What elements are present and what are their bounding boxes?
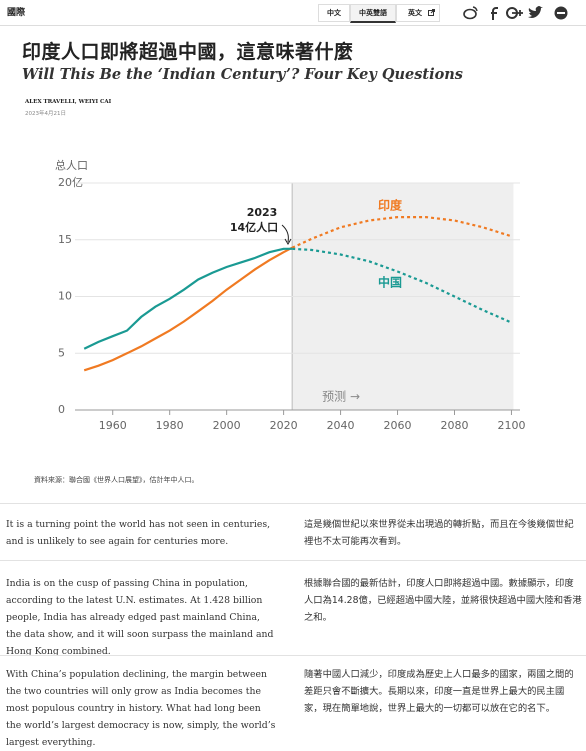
y-tick-label: 5: [58, 346, 65, 359]
annotation: 2023: [247, 206, 278, 219]
googleplus-icon[interactable]: [506, 7, 523, 19]
paragraph-en: India is on the cusp of passing China in…: [6, 578, 274, 657]
forecast-label: 预测 →: [322, 390, 360, 404]
chart-source: 資料來源：聯合國《世界人口展望》，估計年中人口。: [34, 476, 199, 484]
divider: [0, 560, 586, 561]
annotation: 14亿人口: [230, 220, 278, 234]
y-tick-label: 0: [58, 403, 65, 416]
x-tick-label: 2020: [270, 419, 298, 432]
y-axis-label: 总人口: [55, 158, 88, 172]
external-icon: [428, 9, 435, 16]
y-tick-label: 15: [58, 233, 72, 246]
weibo-icon[interactable]: [463, 6, 478, 20]
y-tick-label: 20亿: [58, 176, 83, 189]
annotation-arrowhead: [284, 238, 292, 245]
paragraph-zh: 隨著中國人口減少，印度成為歷史上人口最多的國家，兩國之間的差距只會不斷擴大。長期…: [304, 669, 574, 714]
paragraph-en: It is a turning point the world has not …: [6, 519, 271, 547]
divider: [0, 503, 586, 504]
series-line-forecast: [291, 216, 512, 249]
x-tick-label: 2000: [213, 419, 241, 432]
x-tick-label: 1960: [99, 419, 127, 432]
x-tick-label: 2060: [384, 419, 412, 432]
language-button[interactable]: 中英雙語: [350, 4, 396, 23]
x-tick-label: 1980: [156, 419, 184, 432]
series-line: [83, 247, 293, 350]
paragraph-zh: 根據聯合國的最新估計，印度人口即將超過中國。數據顯示，印度人口為14.28億，已…: [304, 578, 582, 623]
series-line-forecast: [292, 247, 512, 324]
series-line: [83, 246, 293, 372]
paragraph-zh: 這是幾個世紀以來世界從未出現過的轉折點，而且在今後幾個世紀裡也不太可能再次看到。: [304, 519, 574, 547]
series-label: 中国: [378, 275, 402, 290]
x-tick-label: 2080: [440, 419, 468, 432]
y-tick-label: 10: [58, 290, 72, 303]
byline: ALEX TRAVELLI, WEIYI CAI: [25, 99, 112, 105]
section-label[interactable]: 國際: [7, 8, 26, 18]
language-label: 英文: [408, 9, 422, 17]
series-label: 印度: [378, 198, 403, 213]
twitter-icon[interactable]: [528, 6, 543, 18]
annotation-arrow: [281, 224, 289, 243]
paragraph-en: With China’s population declining, the m…: [6, 669, 276, 748]
divider: [0, 655, 586, 656]
language-button[interactable]: 英文: [396, 4, 440, 22]
more-icon[interactable]: [554, 6, 568, 20]
share-icons: [463, 6, 568, 20]
chart: 预测 → 总人口 0 5 10 15 20亿 1960 1980 2000 2020 2040 2060…: [55, 158, 525, 432]
divider: [0, 25, 586, 26]
date: 2023年4月21日: [25, 111, 66, 117]
x-tick-label: 2100: [497, 419, 525, 432]
x-tick-label: 2040: [327, 419, 355, 432]
language-button[interactable]: 中文: [318, 4, 350, 22]
subheadline: Will This Be the ‘Indian Century’? Four …: [22, 66, 463, 83]
facebook-icon[interactable]: [491, 7, 498, 20]
headline: 印度人口即將超過中國，這意味著什麼: [22, 41, 354, 63]
